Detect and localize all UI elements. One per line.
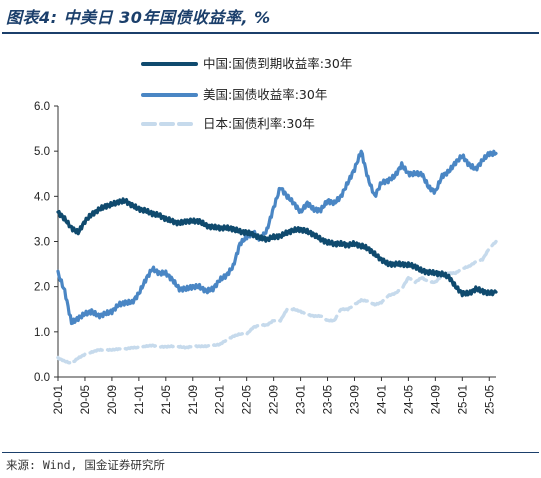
series-line-2 xyxy=(56,239,498,366)
x-tick-label: 25-05 xyxy=(484,385,496,414)
y-tick-label: 5.0 xyxy=(34,146,50,158)
x-tick-label: 23-01 xyxy=(296,385,308,414)
source-note: 来源: Wind, 国金证券研究所 xyxy=(6,458,165,472)
x-tick-label: 22-09 xyxy=(269,385,281,414)
y-tick-label: 4.0 xyxy=(34,191,50,203)
x-tick-label: 22-01 xyxy=(215,385,227,414)
title-rule xyxy=(2,32,539,34)
footer-rule xyxy=(2,452,539,453)
axes: 0.0 1.0 2.0 3.0 4.0 5.0 6.0 20-01 20-05 20-09 21-0… xyxy=(34,101,496,414)
x-tick-label: 21-09 xyxy=(188,385,200,414)
chart-title: 图表4: 中美日 30年国债收益率, % xyxy=(6,8,271,27)
legend-label-1: 美国:国债收益率:30年 xyxy=(203,87,327,102)
x-tick-label: 22-05 xyxy=(242,385,254,414)
y-tick-label: 3.0 xyxy=(34,237,50,249)
series-layer xyxy=(56,149,498,366)
series-line-1 xyxy=(56,149,498,326)
x-tick-label: 21-01 xyxy=(134,385,146,414)
x-tick-label: 25-01 xyxy=(457,385,469,414)
x-tick-label: 21-05 xyxy=(161,385,173,414)
x-tick-label: 24-01 xyxy=(376,385,388,414)
x-tick-label: 23-09 xyxy=(349,385,361,414)
series-line-0 xyxy=(56,197,498,298)
x-tick-label: 23-05 xyxy=(323,385,335,414)
x-tick-label: 24-09 xyxy=(430,385,442,414)
x-tick-label: 20-05 xyxy=(80,385,92,414)
legend-label-0: 中国:国债到期收益率:30年 xyxy=(203,56,352,71)
y-tick-label: 0.0 xyxy=(34,372,50,384)
legend-label-2: 日本:国债利率:30年 xyxy=(203,116,315,131)
x-tick-label: 20-09 xyxy=(107,385,119,414)
y-tick-label: 1.0 xyxy=(34,327,50,339)
y-tick-label: 2.0 xyxy=(34,282,50,294)
y-tick-label: 6.0 xyxy=(34,101,50,113)
x-tick-label: 20-01 xyxy=(53,385,65,414)
x-tick-label: 24-05 xyxy=(403,385,415,414)
